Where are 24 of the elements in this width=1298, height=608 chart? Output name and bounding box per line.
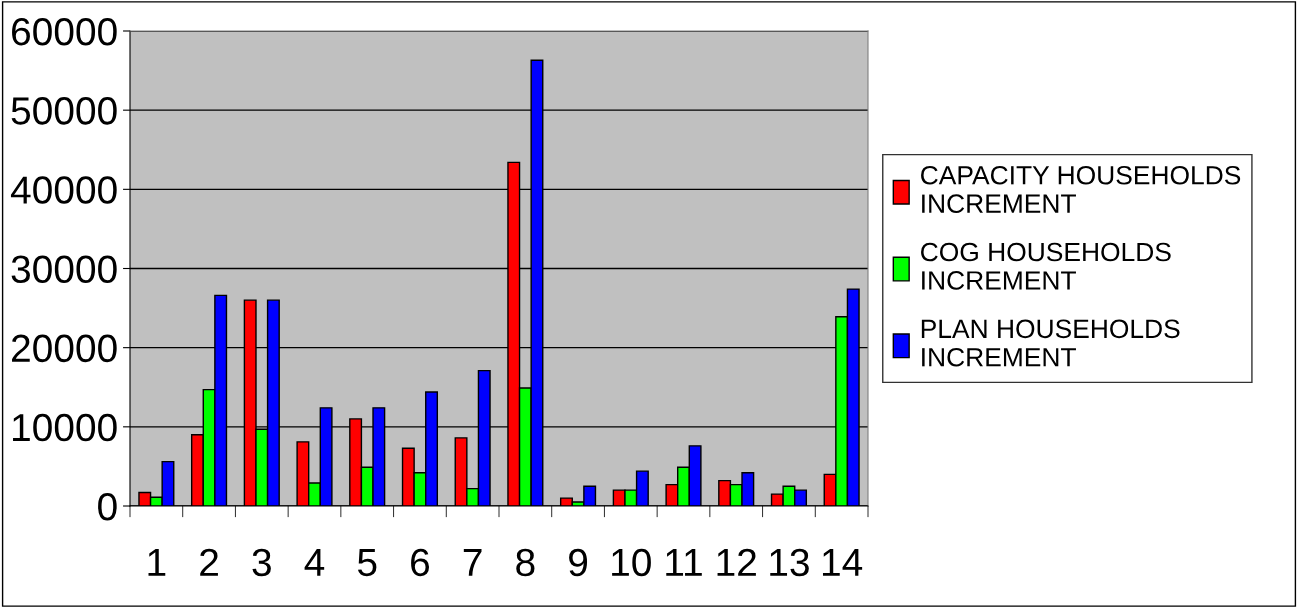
legend-label: PLAN HOUSEHOLDS INCREMENT bbox=[921, 319, 1180, 367]
legend-label: COG HOUSEHOLDS INCREMENT bbox=[921, 242, 1171, 290]
x-tick-label: 10 bbox=[612, 548, 651, 577]
x-tick-label: 5 bbox=[357, 549, 377, 577]
y-tick-label: 0 bbox=[98, 492, 117, 521]
x-tick-label: 13 bbox=[770, 548, 809, 577]
x-tick-label: 3 bbox=[252, 548, 271, 577]
y-tick-label: 40000 bbox=[10, 176, 117, 204]
x-tick-label: 9 bbox=[569, 548, 588, 577]
x-tick-label: 1 bbox=[148, 549, 166, 576]
y-tick-label: 30000 bbox=[11, 255, 117, 283]
x-tick-label: 6 bbox=[411, 548, 430, 577]
x-tick-label: 12 bbox=[717, 548, 756, 576]
x-tick-label: 4 bbox=[304, 549, 325, 576]
x-tick-label: 8 bbox=[516, 548, 535, 577]
x-tick-label: 2 bbox=[200, 548, 218, 576]
y-tick-label: 60000 bbox=[12, 17, 117, 46]
y-tick-label: 50000 bbox=[11, 97, 117, 125]
x-tick-label: 14 bbox=[822, 549, 863, 576]
x-tick-label: 11 bbox=[666, 549, 702, 576]
x-tick-label: 7 bbox=[463, 549, 482, 576]
y-tick-label: 10000 bbox=[13, 413, 117, 442]
y-tick-label: 20000 bbox=[12, 334, 117, 363]
legend-label: CAPACITY HOUSEHOLDS INCREMENT bbox=[921, 165, 1241, 214]
